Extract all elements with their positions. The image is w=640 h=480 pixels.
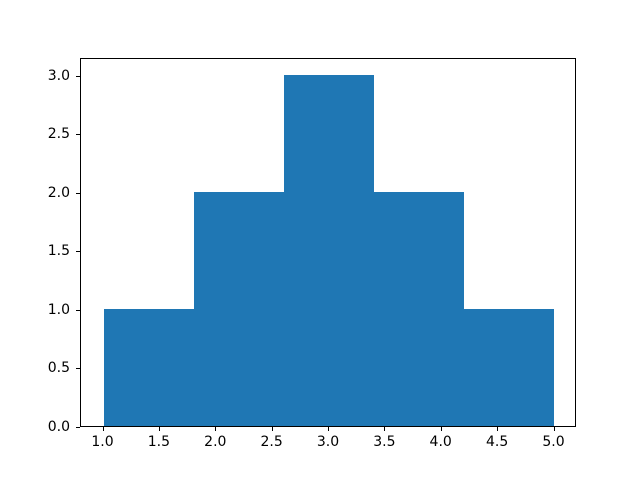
histogram-bar: [103, 308, 194, 426]
x-tick-mark: [440, 427, 442, 431]
y-tick-label: 1.5: [47, 243, 70, 260]
x-tick-mark: [158, 427, 160, 431]
y-tick-label: 1.0: [47, 301, 70, 318]
x-tick-mark: [553, 427, 555, 431]
y-tick-mark: [76, 75, 80, 77]
y-tick-mark: [76, 427, 80, 428]
x-tick-label: 3.0: [316, 434, 340, 450]
y-tick-label: 2.5: [47, 126, 70, 143]
x-tick-label: 3.5: [373, 434, 396, 450]
x-tick-mark: [328, 427, 329, 431]
x-tick-mark: [497, 427, 499, 431]
histogram-bar: [374, 191, 465, 426]
x-tick-label: 5.0: [542, 434, 565, 450]
x-tick-label: 1.5: [147, 434, 171, 450]
y-tick-mark: [76, 368, 80, 370]
y-tick-mark: [76, 134, 80, 136]
y-tick-mark: [76, 251, 80, 253]
x-tick-label: 4.0: [429, 434, 452, 450]
y-tick-label: 2.0: [47, 184, 70, 201]
plot-area: [80, 58, 576, 427]
y-tick-mark: [76, 192, 80, 194]
y-tick-mark: [76, 309, 80, 311]
y-tick-label: 0.5: [47, 360, 70, 377]
x-tick-mark: [384, 427, 386, 431]
x-tick-label: 2.0: [204, 434, 227, 450]
x-tick-mark: [215, 427, 217, 431]
x-tick-mark: [102, 427, 104, 431]
histogram-bar: [283, 74, 375, 426]
x-tick-label: 4.5: [485, 434, 509, 450]
histogram-bar: [464, 308, 555, 426]
x-tick-label: 1.0: [91, 434, 114, 450]
x-tick-label: 2.5: [260, 434, 283, 450]
x-tick-mark: [271, 427, 273, 431]
histogram-bar: [193, 191, 284, 426]
y-tick-label: 3.0: [47, 67, 70, 84]
y-tick-label: 0.0: [47, 419, 70, 435]
